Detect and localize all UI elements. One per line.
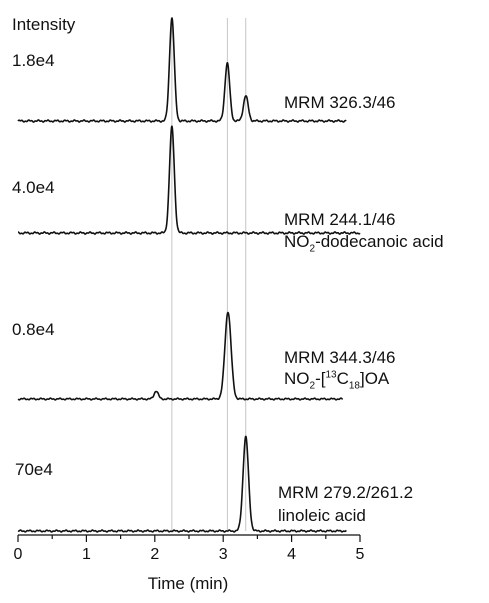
reference-lines (171, 18, 247, 531)
panel-3-compound-pre: NO (284, 369, 310, 388)
panel-2-scale: 4.0e4 (12, 178, 55, 197)
panel-1-label: MRM 326.3/46 (284, 93, 396, 112)
panel-2-compound-sub: 2 (309, 243, 316, 255)
x-tick-label: 1 (82, 546, 91, 563)
x-axis-label: Time (min) (148, 574, 229, 593)
x-tick-label: 3 (219, 546, 228, 563)
panel-2-label: MRM 244.1/46 (284, 210, 396, 229)
panel-3-scale: 0.8e4 (12, 320, 55, 339)
trace-panel-1 (17, 17, 347, 123)
trace-panel-2 (17, 125, 361, 235)
panel-3-compound-sub2: 18 (348, 380, 360, 392)
panel-3-compound-post: ]OA (359, 369, 390, 388)
x-tick-label: 4 (287, 546, 296, 563)
panel-4-compound: linoleic acid (278, 506, 366, 525)
traces (17, 17, 361, 533)
panel-3-label: MRM 344.3/46 (284, 348, 396, 367)
panel-3-compound-mid: -[ (315, 369, 326, 388)
x-tick-label: 5 (356, 546, 365, 563)
trace-panel-4 (17, 435, 347, 533)
trace-panel-3 (17, 311, 344, 401)
y-axis-label: Intensity (12, 15, 76, 34)
panel-3-compound: NO2-[13C18]OA (284, 369, 390, 391)
x-tick-label: 2 (150, 546, 159, 563)
panel-3-compound-sub: 2 (309, 380, 316, 392)
panel-4-label: MRM 279.2/261.2 (278, 483, 414, 502)
x-tick-label: 0 (14, 546, 23, 563)
panel-3-compound-sup: 13 (325, 369, 337, 381)
panel-2-compound: NO2-dodecanoic acid (284, 232, 444, 254)
panel-3-compound-mid2: C (336, 369, 349, 388)
panel-4-scale: 70e4 (15, 460, 53, 479)
x-axis: 0 1 2 3 4 5 (14, 534, 365, 563)
panel-2-compound-pre: NO (284, 232, 310, 251)
panel-1-scale: 1.8e4 (12, 51, 55, 70)
panel-2-compound-post: -dodecanoic acid (315, 232, 444, 251)
